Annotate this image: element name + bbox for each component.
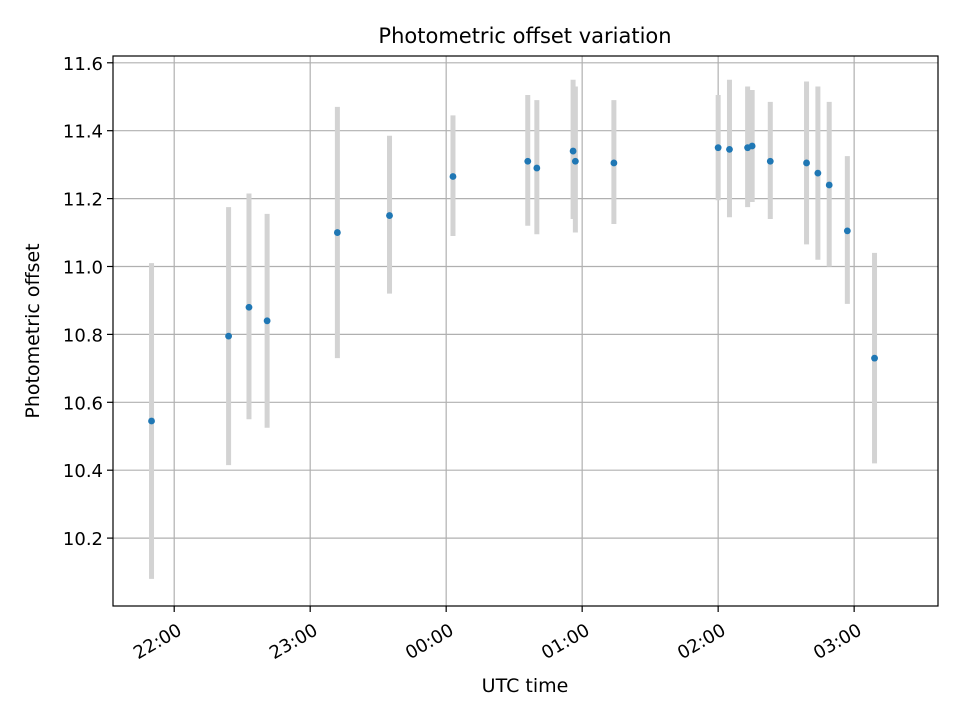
data-point: [871, 354, 878, 362]
data-point: [449, 173, 457, 180]
y-tick-label: 10.4: [63, 461, 103, 482]
data-point: [571, 157, 579, 165]
y-tick-label: 11.6: [63, 54, 103, 75]
chart-title: Photometric offset variation: [378, 24, 671, 48]
data-point: [148, 417, 155, 425]
y-tick-label: 11.0: [63, 257, 103, 278]
data-point: [610, 159, 618, 167]
data-point: [803, 159, 810, 167]
data-point: [814, 169, 822, 177]
data-point: [533, 164, 541, 172]
data-point: [386, 212, 393, 219]
data-point: [569, 147, 577, 155]
data-point: [333, 229, 341, 236]
y-tick-label: 10.2: [63, 529, 103, 550]
y-tick-label: 11.4: [63, 122, 103, 143]
data-point: [825, 181, 833, 189]
data-point: [225, 332, 232, 340]
y-tick-label: 10.8: [63, 325, 103, 346]
data-point: [843, 227, 851, 235]
data-point: [245, 303, 253, 311]
data-point: [263, 317, 271, 325]
data-point: [524, 157, 532, 165]
y-axis-label: Photometric offset: [22, 243, 44, 418]
y-tick-label: 11.2: [63, 190, 103, 211]
data-points: [148, 142, 878, 425]
data-point: [766, 157, 774, 165]
plot-frame: [112, 55, 939, 607]
data-point: [726, 145, 733, 153]
data-point: [714, 144, 722, 152]
y-tick-label: 10.6: [63, 393, 103, 414]
data-point: [748, 142, 756, 150]
x-axis-label: UTC time: [482, 675, 569, 697]
